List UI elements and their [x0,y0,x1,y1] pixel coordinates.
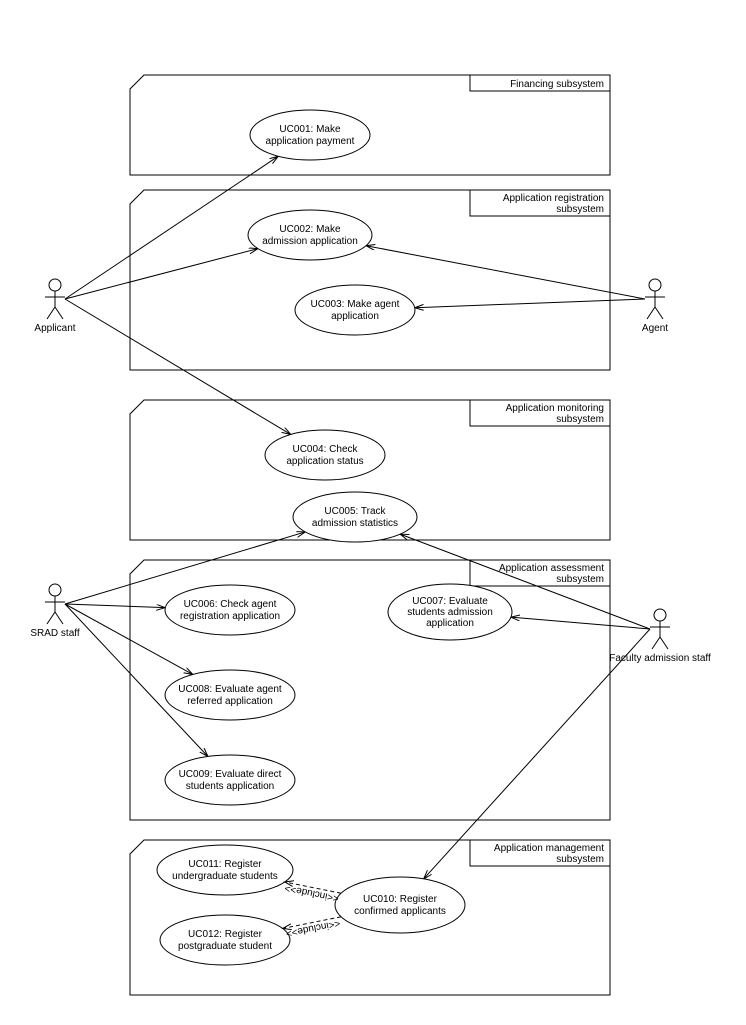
usecase-uc003: UC003: Make agentapplication [295,285,415,335]
usecase-label: registration application [180,611,280,622]
subsystem-label-text: Application assessment [499,563,604,574]
usecase-label: UC003: Make agent [311,299,400,310]
usecase-label: UC011: Register [188,859,262,870]
usecase-uc006: UC006: Check agentregistration applicati… [165,585,295,635]
subsystem-label-text: subsystem [556,204,604,215]
subsystem-label-text: subsystem [556,854,604,865]
usecase-uc004: UC004: Checkapplication status [265,430,385,480]
actor-label: Applicant [34,323,75,334]
usecase-label: admission statistics [312,518,398,529]
usecase-label: UC010: Register [363,894,438,905]
subsystem-label-text: subsystem [556,414,604,425]
actor-applicant: Applicant [34,279,75,334]
usecase-label: postgraduate student [178,941,272,952]
usecase-label: application [426,618,474,629]
actor-label: Faculty admission staff [609,653,711,664]
usecase-uc007: UC007: Evaluatestudents admissionapplica… [388,584,512,640]
usecase-uc005: UC005: Trackadmission statistics [293,492,417,542]
usecase-uc008: UC008: Evaluate agentreferred applicatio… [165,670,295,720]
usecase-uc011: UC011: Registerundergraduate students [157,845,293,895]
usecase-label: application payment [266,136,355,147]
usecase-uc010: UC010: Registerconfirmed applicants [335,877,465,933]
usecase-label: referred application [187,696,273,707]
usecase-uc009: UC009: Evaluate directstudents applicati… [165,755,295,805]
usecase-label: UC002: Make [279,224,341,235]
usecase-uc002: UC002: Makeadmission application [248,210,372,260]
usecase-label: UC006: Check agent [184,599,277,610]
actor-agent: Agent [642,279,668,334]
actor-label: Agent [642,323,668,334]
subsystem-label-text: Financing subsystem [510,79,604,90]
actor-label: SRAD staff [30,628,79,639]
usecase-label: confirmed applicants [354,906,446,917]
subsystem-registration [130,190,610,370]
usecase-label: students admission [407,607,493,618]
usecase-uc001: UC001: Makeapplication payment [250,110,370,160]
usecase-label: application [331,311,379,322]
usecase-label: application status [286,456,363,467]
subsystem-label-text: Application monitoring [506,403,604,414]
subsystem-label-text: Application registration [503,193,604,204]
usecase-label: UC008: Evaluate agent [178,684,282,695]
subsystem-label-text: subsystem [556,574,604,585]
usecase-uc012: UC012: Registerpostgraduate student [160,915,290,965]
usecase-label: UC005: Track [324,506,386,517]
usecase-label: UC012: Register [188,929,263,940]
usecase-label: admission application [262,236,358,247]
subsystem-label-text: Application management [494,843,604,854]
usecase-label: UC001: Make [279,124,341,135]
usecase-label: students application [186,781,274,792]
usecase-label: UC004: Check [292,444,358,455]
actor-faculty: Faculty admission staff [609,609,711,664]
usecase-label: undergraduate students [172,871,278,882]
usecase-label: UC007: Evaluate [412,596,488,607]
usecase-label: UC009: Evaluate direct [179,769,282,780]
